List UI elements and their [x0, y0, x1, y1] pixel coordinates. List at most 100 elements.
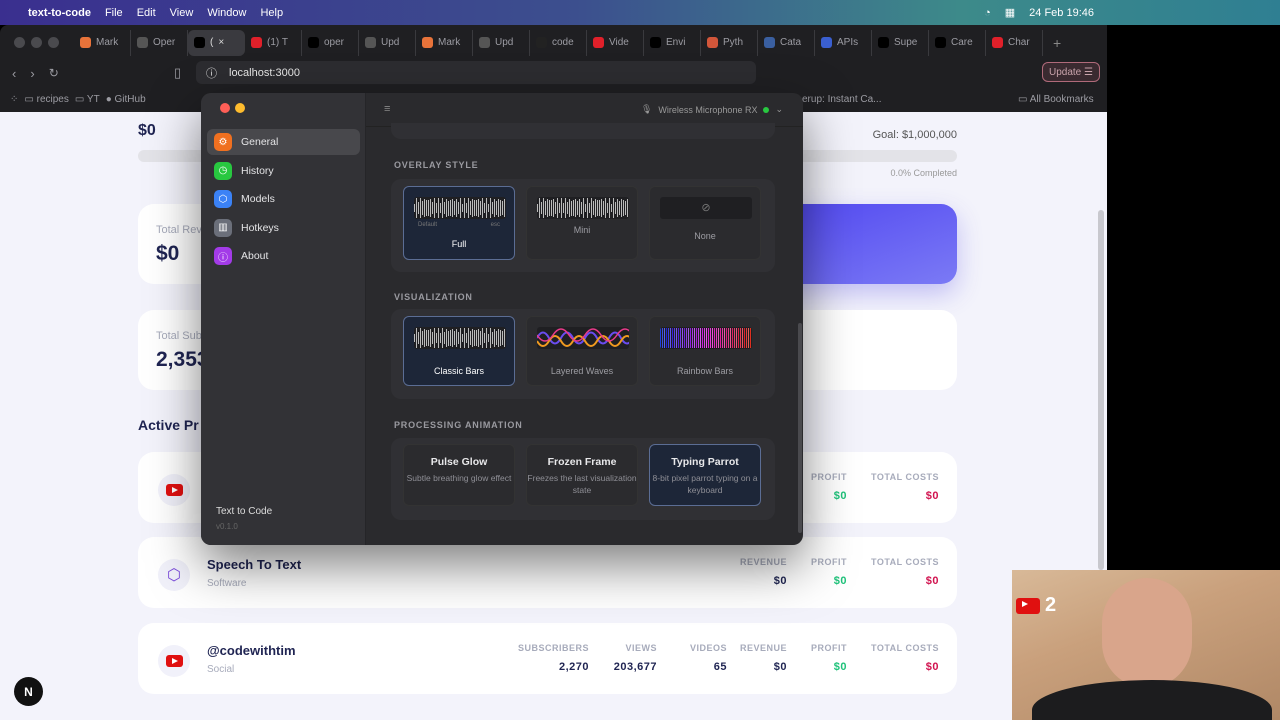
- browser-tab[interactable]: (×: [188, 29, 245, 56]
- viz-option-classic-bars[interactable]: Classic Bars: [403, 316, 515, 386]
- browser-tab[interactable]: Envi: [644, 29, 701, 56]
- browser-tab[interactable]: Oper: [131, 29, 188, 56]
- browser-tab[interactable]: code: [530, 29, 587, 56]
- processing-animation-group: Pulse Glow Subtle breathing glow effect Fr…: [391, 438, 775, 520]
- browser-tab[interactable]: APIs: [815, 29, 872, 56]
- favicon-icon: [764, 37, 775, 48]
- menu-icon[interactable]: ≡: [384, 103, 391, 115]
- viz-option-layered-waves[interactable]: Layered Waves: [526, 316, 638, 386]
- anim-option-frozen-frame[interactable]: Frozen Frame Freezes the last visualizati…: [526, 444, 638, 506]
- back-icon[interactable]: ‹: [12, 65, 17, 81]
- clock[interactable]: 24 Feb 19:46: [1029, 6, 1094, 19]
- close-button[interactable]: [220, 103, 230, 113]
- reload-icon[interactable]: ↻: [48, 66, 59, 80]
- browser-tab[interactable]: Pyth: [701, 29, 758, 56]
- stat-label: TOTAL COSTS: [870, 472, 939, 482]
- new-tab-button[interactable]: +: [1053, 34, 1062, 51]
- settings-window: ⚙ General ◷ History ⬡ Models ▥ Hotkeys ⓘ About Te…: [201, 93, 803, 545]
- favicon-icon: [536, 37, 547, 48]
- favicon-icon: [422, 37, 433, 48]
- browser-tab[interactable]: Upd: [473, 29, 530, 56]
- project-name: Speech To Text: [207, 557, 302, 572]
- stat-label: SUBSCRIBERS: [517, 643, 589, 653]
- project-avatar: ⬡: [158, 559, 190, 591]
- project-card[interactable]: ⬡ Speech To Text Software REVENUE $0 PROFIT $0…: [138, 537, 957, 608]
- option-label: Layered Waves: [550, 366, 614, 376]
- browser-tab[interactable]: Vide: [587, 29, 644, 56]
- favicon-icon: [992, 37, 1003, 48]
- sidebar-item-label: Hotkeys: [241, 221, 279, 234]
- anim-option-typing-parrot[interactable]: Typing Parrot 8-bit pixel parrot typing o…: [649, 444, 761, 506]
- option-title: Typing Parrot: [671, 456, 739, 468]
- bookmark-icon[interactable]: ▯: [174, 65, 182, 80]
- sidebar-item-hotkeys[interactable]: ▥ Hotkeys: [207, 215, 360, 241]
- apps-icon[interactable]: ⁘: [10, 93, 19, 105]
- page-scrollbar[interactable]: [1098, 210, 1104, 570]
- stat-value: 2,270: [558, 661, 589, 673]
- project-type: Social: [207, 664, 235, 675]
- menu-app[interactable]: text-to-code: [28, 6, 91, 19]
- status-area: ◔ ▦ 24 Feb 19:46: [0, 0, 1280, 25]
- app-name: Text to Code: [216, 506, 273, 517]
- control-center-icon[interactable]: ▦: [1004, 7, 1016, 19]
- update-button[interactable]: Update ☰: [1042, 62, 1100, 82]
- option-label: Classic Bars: [433, 366, 484, 376]
- url-bar[interactable]: ⓘ localhost:3000: [196, 61, 756, 84]
- settings-scrollbar[interactable]: [798, 323, 802, 533]
- overlay-option-full[interactable]: Default esc Full: [403, 186, 515, 260]
- url-text[interactable]: localhost:3000: [229, 66, 300, 79]
- bookmark-github[interactable]: ● GitHub: [105, 93, 146, 105]
- sidebar-item-about[interactable]: ⓘ About: [207, 243, 360, 269]
- overlay-style-group: Default esc Full Mini ⊘ None: [391, 179, 775, 272]
- browser-tab[interactable]: (1) T: [245, 29, 302, 56]
- viz-option-rainbow-bars[interactable]: Rainbow Bars: [649, 316, 761, 386]
- project-card[interactable]: @codewithtim Social SUBSCRIBERS 2,270 VIEWS 2…: [138, 623, 957, 694]
- minimize-button[interactable]: [235, 103, 245, 113]
- sidebar-item-history[interactable]: ◷ History: [207, 158, 360, 184]
- app-version: v0.1.0: [216, 522, 238, 531]
- forward-icon[interactable]: ›: [30, 65, 35, 81]
- hint-left: Default: [418, 222, 438, 228]
- menu-window[interactable]: Window: [207, 6, 247, 19]
- tab-label: (: [210, 37, 214, 48]
- overlay-option-mini[interactable]: Mini: [526, 186, 638, 260]
- option-preview: [414, 197, 506, 219]
- browser-tab[interactable]: Char: [986, 29, 1043, 56]
- bookmark-recipes[interactable]: ▭ recipes: [24, 93, 69, 105]
- browser-tab[interactable]: Cata: [758, 29, 815, 56]
- project-stat: VIEWS 203,677: [614, 643, 657, 673]
- youtube-icon: [165, 484, 183, 496]
- favicon-icon: [137, 37, 148, 48]
- wifi-icon[interactable]: ◔: [984, 6, 991, 19]
- menu-help[interactable]: Help: [260, 6, 284, 19]
- anim-option-pulse-glow[interactable]: Pulse Glow Subtle breathing glow effect: [403, 444, 515, 506]
- browser-tab[interactable]: Mark: [74, 29, 131, 56]
- favicon-icon: [707, 37, 718, 48]
- bookmark-trailing[interactable]: erup: Instant Ca...: [802, 93, 882, 105]
- window-controls[interactable]: [0, 37, 74, 48]
- total-subs-label: Total Sub: [156, 330, 202, 342]
- stat-label: REVENUE: [739, 557, 787, 567]
- close-tab-icon[interactable]: ×: [218, 37, 225, 48]
- sidebar-item-models[interactable]: ⬡ Models: [207, 186, 360, 212]
- tab-label: code: [552, 37, 574, 48]
- browser-tab[interactable]: Supe: [872, 29, 929, 56]
- browser-tab[interactable]: Upd: [359, 29, 416, 56]
- bookmark-yt[interactable]: ▭ YT: [74, 93, 100, 105]
- browser-tab[interactable]: oper: [302, 29, 359, 56]
- menu-edit[interactable]: Edit: [136, 6, 156, 19]
- sidebar-item-general[interactable]: ⚙ General: [207, 129, 360, 155]
- menu-view[interactable]: View: [169, 6, 194, 19]
- browser-tab[interactable]: Care: [929, 29, 986, 56]
- completed-text: 0.0% Completed: [890, 168, 957, 178]
- tab-label: Envi: [666, 37, 686, 48]
- all-bookmarks[interactable]: ▭ All Bookmarks: [1018, 93, 1094, 105]
- browser-tab[interactable]: Mark: [416, 29, 473, 56]
- microphone-select[interactable]: 🎙 Wireless Microphone RX ⌄: [641, 104, 783, 115]
- menu-file[interactable]: File: [104, 6, 123, 19]
- overlay-option-none[interactable]: ⊘ None: [649, 186, 761, 260]
- nextjs-dev-button[interactable]: N: [14, 677, 43, 706]
- project-name: @codewithtim: [207, 643, 296, 658]
- tab-label: Supe: [894, 37, 918, 48]
